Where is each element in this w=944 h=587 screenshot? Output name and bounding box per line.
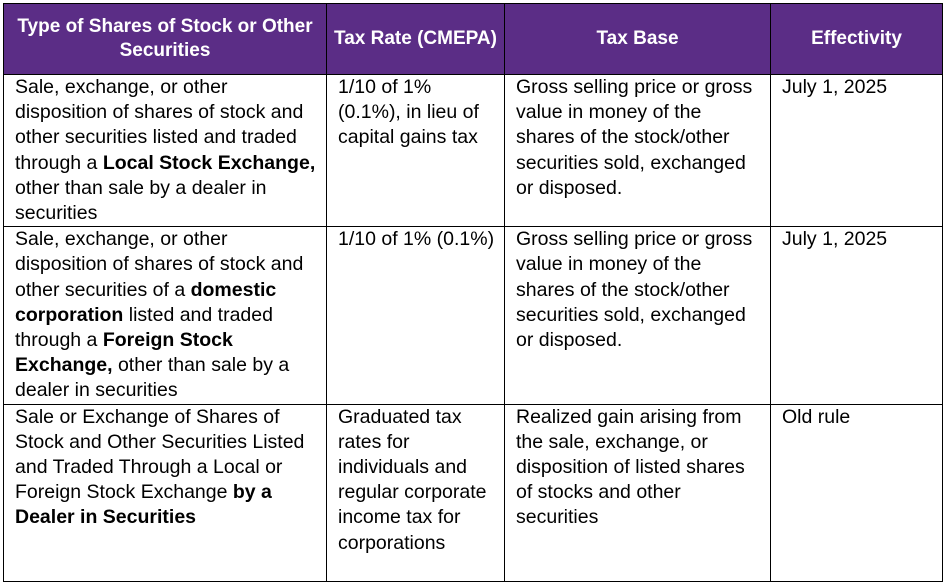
cell-tax-rate: 1/10 of 1% (0.1%) [326,226,505,405]
cell-effectivity: July 1, 2025 [770,73,943,228]
type-segment: Sale, exchange, or other disposition of … [15,76,304,174]
cell-tax-rate: 1/10 of 1% (0.1%), in lieu of capital ga… [326,73,505,228]
type-segment-bold: domestic corporation [15,278,277,326]
header-effectivity: Effectivity [770,3,943,75]
table-body: Sale, exchange, or other disposition of … [3,73,943,582]
cell-tax-rate: Graduated tax rates for individuals and … [326,403,505,582]
cell-tax-base: Realized gain arising from the sale, exc… [504,403,771,582]
header-tax-base: Tax Base [504,3,771,75]
cell-effectivity: Old rule [770,403,943,582]
type-segment-bold: Local Stock Exchange, [102,151,316,174]
table-row: Sale or Exchange of Shares of Stock and … [3,403,943,582]
cell-effectivity: July 1, 2025 [770,226,943,405]
cell-tax-base: Gross selling price or gross value in mo… [504,226,771,405]
type-segment: listed and traded through a [15,303,273,352]
table-header: Type of Shares of Stock or Other Securit… [3,3,943,75]
type-segment-bold: by a Dealer in Securities [15,481,272,529]
type-segment-bold: Foreign Stock Exchange, [15,329,233,377]
type-segment: other than sale by a dealer in securitie… [15,176,267,225]
type-segment: Sale, exchange, or other disposition of … [15,228,304,301]
header-tax-rate: Tax Rate (CMEPA) [326,3,505,75]
cell-type: Sale or Exchange of Shares of Stock and … [3,403,327,582]
table-row: Sale, exchange, or other disposition of … [3,226,943,405]
header-type: Type of Shares of Stock or Other Securit… [3,3,327,75]
cell-type: Sale, exchange, or other disposition of … [3,73,327,228]
cell-type: Sale, exchange, or other disposition of … [3,226,327,405]
table-row: Sale, exchange, or other disposition of … [3,73,943,228]
tax-table: Type of Shares of Stock or Other Securit… [3,3,943,582]
cell-tax-base: Gross selling price or gross value in mo… [504,73,771,228]
header-row: Type of Shares of Stock or Other Securit… [3,3,943,75]
type-segment: other than sale by a dealer in securitie… [15,354,290,402]
type-segment: Sale or Exchange of Shares of Stock and … [15,405,305,504]
